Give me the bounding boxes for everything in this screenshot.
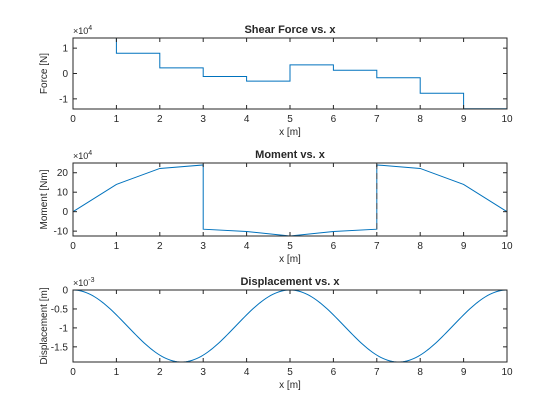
y-tick-label: 10 bbox=[57, 188, 69, 199]
x-tick-label: 0 bbox=[70, 241, 76, 252]
y-tick-label: 0 bbox=[62, 207, 68, 218]
y-axis-label: Displacement [m] bbox=[39, 287, 50, 364]
y-exponent-base: ×10 bbox=[73, 151, 88, 161]
x-tick-label: 6 bbox=[331, 241, 337, 252]
x-tick-label: 6 bbox=[331, 367, 337, 378]
x-tick-label: 8 bbox=[417, 367, 423, 378]
y-exponent-label: ×104 bbox=[73, 150, 92, 161]
x-tick-label: 9 bbox=[461, 114, 467, 125]
x-tick-label: 3 bbox=[200, 114, 206, 125]
y-exponent-power: 4 bbox=[88, 25, 92, 32]
x-tick-label: 0 bbox=[70, 367, 76, 378]
x-tick-label: 1 bbox=[114, 367, 120, 378]
y-axis-label: Moment [Nm] bbox=[39, 169, 50, 229]
x-tick-label: 1 bbox=[114, 114, 120, 125]
x-tick-label: 7 bbox=[374, 241, 380, 252]
y-tick-label: -0.5 bbox=[51, 304, 69, 315]
x-tick-label: 4 bbox=[244, 241, 250, 252]
x-tick-label: 0 bbox=[70, 114, 76, 125]
x-axis-label: x [m] bbox=[279, 254, 301, 265]
y-tick-label: -1 bbox=[59, 323, 68, 334]
y-tick-label: -10 bbox=[54, 227, 69, 238]
x-tick-label: 2 bbox=[157, 241, 163, 252]
chart-title: Moment vs. x bbox=[255, 149, 326, 161]
subplot-3: 0 1 2 3 4 5 6 7 8 9 10 -1.5 -1 -0.5 0 Displacement vs. … bbox=[39, 276, 513, 391]
y-exponent-base: ×10 bbox=[73, 278, 88, 288]
x-tick-label: 9 bbox=[461, 241, 467, 252]
y-tick-label: 0 bbox=[62, 69, 68, 80]
x-tick-label: 2 bbox=[157, 114, 163, 125]
x-tick-label: 8 bbox=[417, 241, 423, 252]
chart-title: Shear Force vs. x bbox=[244, 24, 336, 36]
x-tick-label: 3 bbox=[200, 367, 206, 378]
x-tick-label: 9 bbox=[461, 367, 467, 378]
x-tick-label: 6 bbox=[331, 114, 337, 125]
y-exponent-power: 4 bbox=[88, 150, 92, 157]
x-axis-label: x [m] bbox=[279, 380, 301, 391]
x-tick-label: 3 bbox=[200, 241, 206, 252]
y-axis-label: Force [N] bbox=[39, 53, 50, 94]
x-tick-label: 2 bbox=[157, 367, 163, 378]
x-tick-label: 10 bbox=[501, 367, 513, 378]
x-tick-label: 5 bbox=[287, 241, 293, 252]
x-tick-label: 8 bbox=[417, 114, 423, 125]
x-tick-label: 4 bbox=[244, 114, 250, 125]
x-axis-label: x [m] bbox=[279, 127, 301, 138]
y-tick-label: -1.5 bbox=[51, 342, 69, 353]
y-exponent-power: -3 bbox=[88, 277, 94, 284]
y-exponent-base: ×10 bbox=[73, 26, 88, 36]
y-tick-label: 1 bbox=[62, 44, 68, 55]
x-tick-label: 10 bbox=[501, 241, 513, 252]
x-tick-label: 1 bbox=[114, 241, 120, 252]
y-tick-label: -1 bbox=[59, 94, 68, 105]
y-tick-label: 20 bbox=[57, 168, 69, 179]
x-tick-label: 5 bbox=[287, 367, 293, 378]
x-tick-label: 10 bbox=[501, 114, 513, 125]
y-tick-label: 0 bbox=[62, 286, 68, 297]
x-tick-label: 5 bbox=[287, 114, 293, 125]
chart-title: Displacement vs. x bbox=[240, 276, 340, 288]
x-tick-label: 7 bbox=[374, 114, 380, 125]
x-tick-label: 7 bbox=[374, 367, 380, 378]
x-tick-label: 4 bbox=[244, 367, 250, 378]
y-exponent-label: ×10-3 bbox=[73, 277, 95, 288]
y-exponent-label: ×104 bbox=[73, 25, 92, 36]
series-line bbox=[73, 37, 508, 110]
